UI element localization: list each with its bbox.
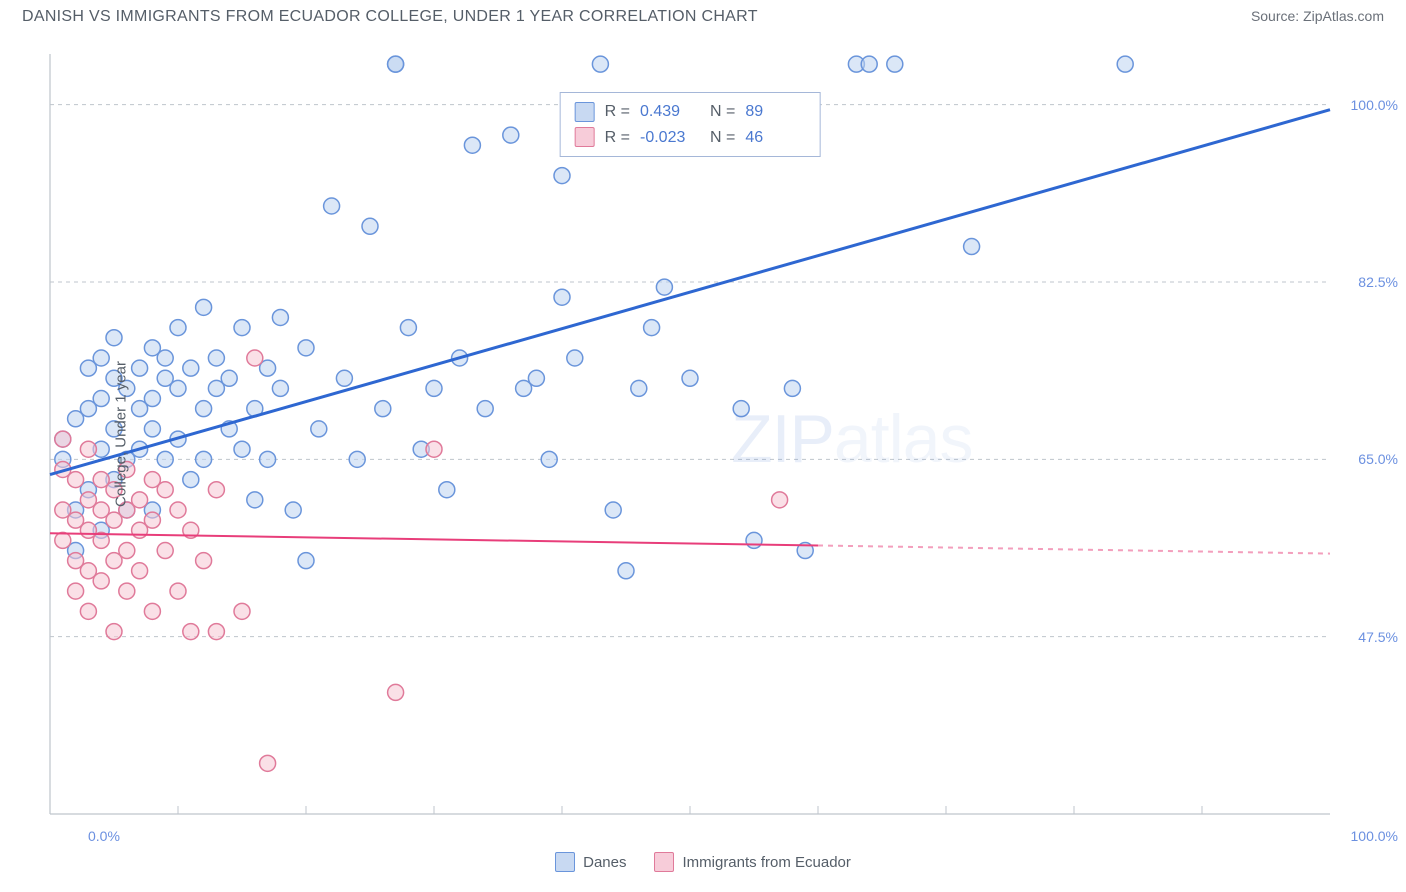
x-axis-min-label: 0.0%: [88, 828, 120, 844]
chart-container: DANISH VS IMMIGRANTS FROM ECUADOR COLLEG…: [0, 0, 1406, 892]
swatch-ecuador-icon: [575, 127, 595, 147]
stat-n-value-ecuador: 46: [745, 125, 805, 151]
y-tick-label: 47.5%: [1358, 629, 1398, 645]
swatch-ecuador-icon: [654, 852, 674, 872]
y-tick-label: 100.0%: [1351, 97, 1398, 113]
stat-r-value-danes: 0.439: [640, 99, 700, 125]
stat-n-value-danes: 89: [745, 99, 805, 125]
y-tick-label: 82.5%: [1358, 274, 1398, 290]
y-axis-label: College, Under 1 year: [112, 361, 129, 507]
legend-item-danes: Danes: [555, 852, 626, 872]
stat-r-label: R =: [605, 99, 630, 125]
swatch-danes-icon: [575, 102, 595, 122]
scatter-plot-svg: [40, 44, 1340, 824]
stat-r-value-ecuador: -0.023: [640, 125, 700, 151]
stat-r-label: R =: [605, 125, 630, 151]
stat-n-label: N =: [710, 125, 735, 151]
stat-n-label: N =: [710, 99, 735, 125]
stat-row-danes: R = 0.439 N = 89: [575, 99, 806, 125]
plot-area: College, Under 1 year R = 0.439 N = 89 R…: [40, 44, 1340, 824]
legend-label-ecuador: Immigrants from Ecuador: [682, 854, 850, 871]
statistics-legend: R = 0.439 N = 89 R = -0.023 N = 46: [560, 92, 821, 157]
legend-label-danes: Danes: [583, 854, 626, 871]
series-legend: Danes Immigrants from Ecuador: [0, 852, 1406, 872]
chart-title: DANISH VS IMMIGRANTS FROM ECUADOR COLLEG…: [22, 8, 758, 26]
x-axis-max-label: 100.0%: [1351, 828, 1398, 844]
y-tick-label: 65.0%: [1358, 451, 1398, 467]
swatch-danes-icon: [555, 852, 575, 872]
source-attribution: Source: ZipAtlas.com: [1251, 8, 1384, 24]
stat-row-ecuador: R = -0.023 N = 46: [575, 125, 806, 151]
header: DANISH VS IMMIGRANTS FROM ECUADOR COLLEG…: [0, 0, 1406, 36]
legend-item-ecuador: Immigrants from Ecuador: [654, 852, 850, 872]
